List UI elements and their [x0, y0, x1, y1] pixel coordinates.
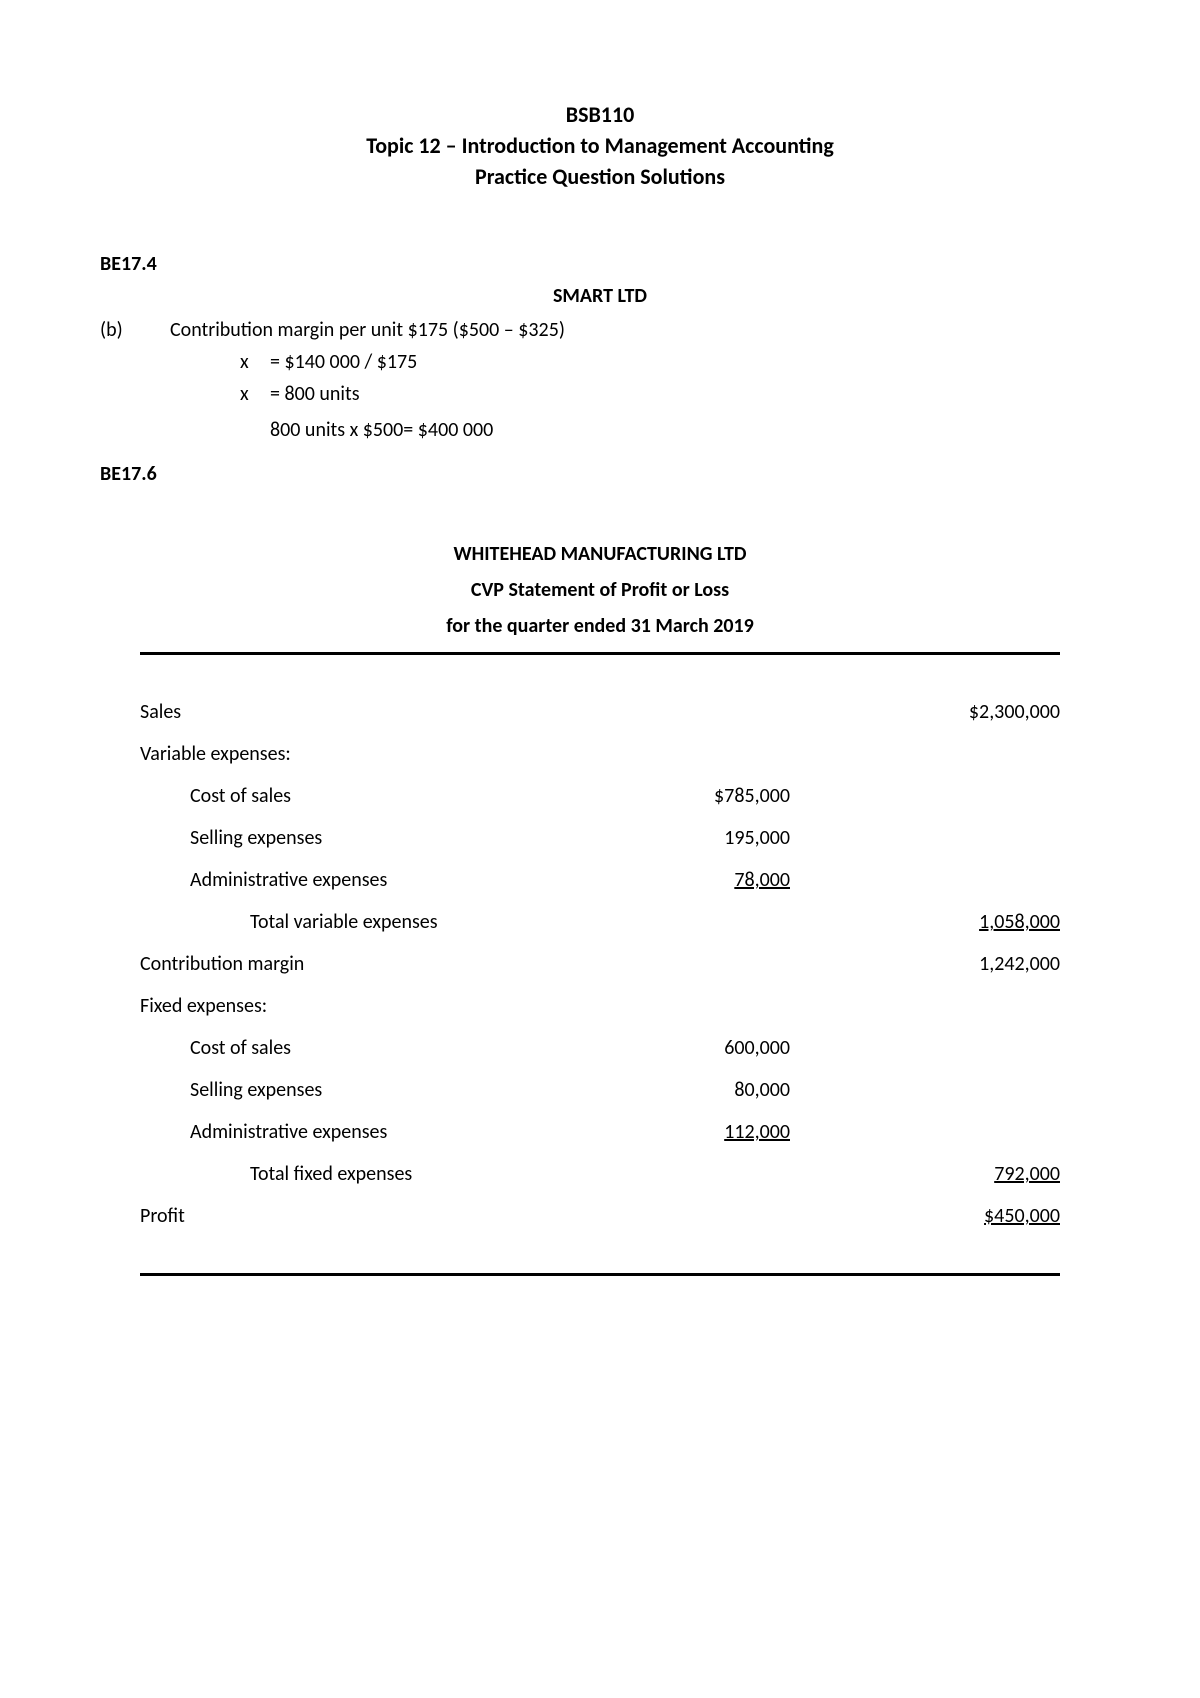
fix-cos-amount: 600,000 — [600, 1027, 830, 1069]
table-row: Selling expenses 195,000 — [140, 817, 1060, 859]
table-row: Administrative expenses 112,000 — [140, 1111, 1060, 1153]
question-body-be174: (b) Contribution margin per unit $175 ($… — [100, 318, 1100, 442]
fix-sell-amount: 80,000 — [600, 1069, 830, 1111]
var-total-label: Total variable expenses — [140, 901, 600, 943]
calc-line-3: 800 units x $500= $400 000 — [270, 418, 1100, 442]
table-row: Contribution margin 1,242,000 — [140, 943, 1060, 985]
profit-label: Profit — [140, 1195, 600, 1237]
fix-total-label: Total fixed expenses — [140, 1153, 600, 1195]
part-marker-b: (b) — [100, 318, 170, 342]
var-sell-label: Selling expenses — [140, 817, 600, 859]
cvp-statement: WHITEHEAD MANUFACTURING LTD CVP Statemen… — [140, 536, 1060, 1276]
table-row: Selling expenses 80,000 — [140, 1069, 1060, 1111]
sales-amount: $2,300,000 — [830, 691, 1060, 733]
table-row: Total variable expenses 1,058,000 — [140, 901, 1060, 943]
fix-sell-label: Selling expenses — [140, 1069, 600, 1111]
var-cos-amount: $785,000 — [600, 775, 830, 817]
table-row: Cost of sales $785,000 — [140, 775, 1060, 817]
course-code: BSB110 — [100, 100, 1100, 131]
cm-label: Contribution margin — [140, 943, 600, 985]
topic-title: Topic 12 – Introduction to Management Ac… — [100, 131, 1100, 162]
stmt-title: CVP Statement of Profit or Loss — [140, 572, 1060, 608]
company-smart: SMART LTD — [100, 284, 1100, 308]
var-exp-header: Variable expenses: — [140, 733, 600, 775]
calc-val-1: = $140 000 / $175 — [270, 350, 1100, 374]
calc-val-2: = 800 units — [270, 382, 1100, 406]
calc-var-1: x — [240, 350, 270, 374]
table-row: Administrative expenses 78,000 — [140, 859, 1060, 901]
top-rule — [140, 652, 1060, 655]
bottom-rule — [140, 1273, 1060, 1276]
cvp-table: Sales $2,300,000 Variable expenses: Cost… — [140, 691, 1060, 1237]
profit-amount: $450,000 — [984, 1204, 1060, 1228]
var-admin-label: Administrative expenses — [140, 859, 600, 901]
fix-admin-amount: 112,000 — [724, 1120, 790, 1144]
table-row: Sales $2,300,000 — [140, 691, 1060, 733]
document-header: BSB110 Topic 12 – Introduction to Manage… — [100, 100, 1100, 192]
fix-total-amount: 792,000 — [994, 1162, 1060, 1186]
var-admin-amount: 78,000 — [734, 868, 790, 892]
table-row: Cost of sales 600,000 — [140, 1027, 1060, 1069]
calc-var-2: x — [240, 382, 270, 406]
subtitle: Practice Question Solutions — [100, 162, 1100, 193]
question-label-be174: BE17.4 — [100, 252, 1100, 276]
table-row: Variable expenses: — [140, 733, 1060, 775]
fix-cos-label: Cost of sales — [140, 1027, 600, 1069]
table-row: Total fixed expenses 792,000 — [140, 1153, 1060, 1195]
stmt-period: for the quarter ended 31 March 2019 — [140, 608, 1060, 644]
stmt-company: WHITEHEAD MANUFACTURING LTD — [140, 536, 1060, 572]
table-row: Fixed expenses: — [140, 985, 1060, 1027]
fix-exp-header: Fixed expenses: — [140, 985, 600, 1027]
table-row: Profit $450,000 — [140, 1195, 1060, 1237]
question-label-be176: BE17.6 — [100, 462, 1100, 486]
cm-statement: Contribution margin per unit $175 ($500 … — [170, 318, 565, 342]
var-sell-amount: 195,000 — [600, 817, 830, 859]
sales-label: Sales — [140, 691, 600, 733]
var-cos-label: Cost of sales — [140, 775, 600, 817]
cm-amount: 1,242,000 — [830, 943, 1060, 985]
fix-admin-label: Administrative expenses — [140, 1111, 600, 1153]
var-total-amount: 1,058,000 — [979, 910, 1060, 934]
